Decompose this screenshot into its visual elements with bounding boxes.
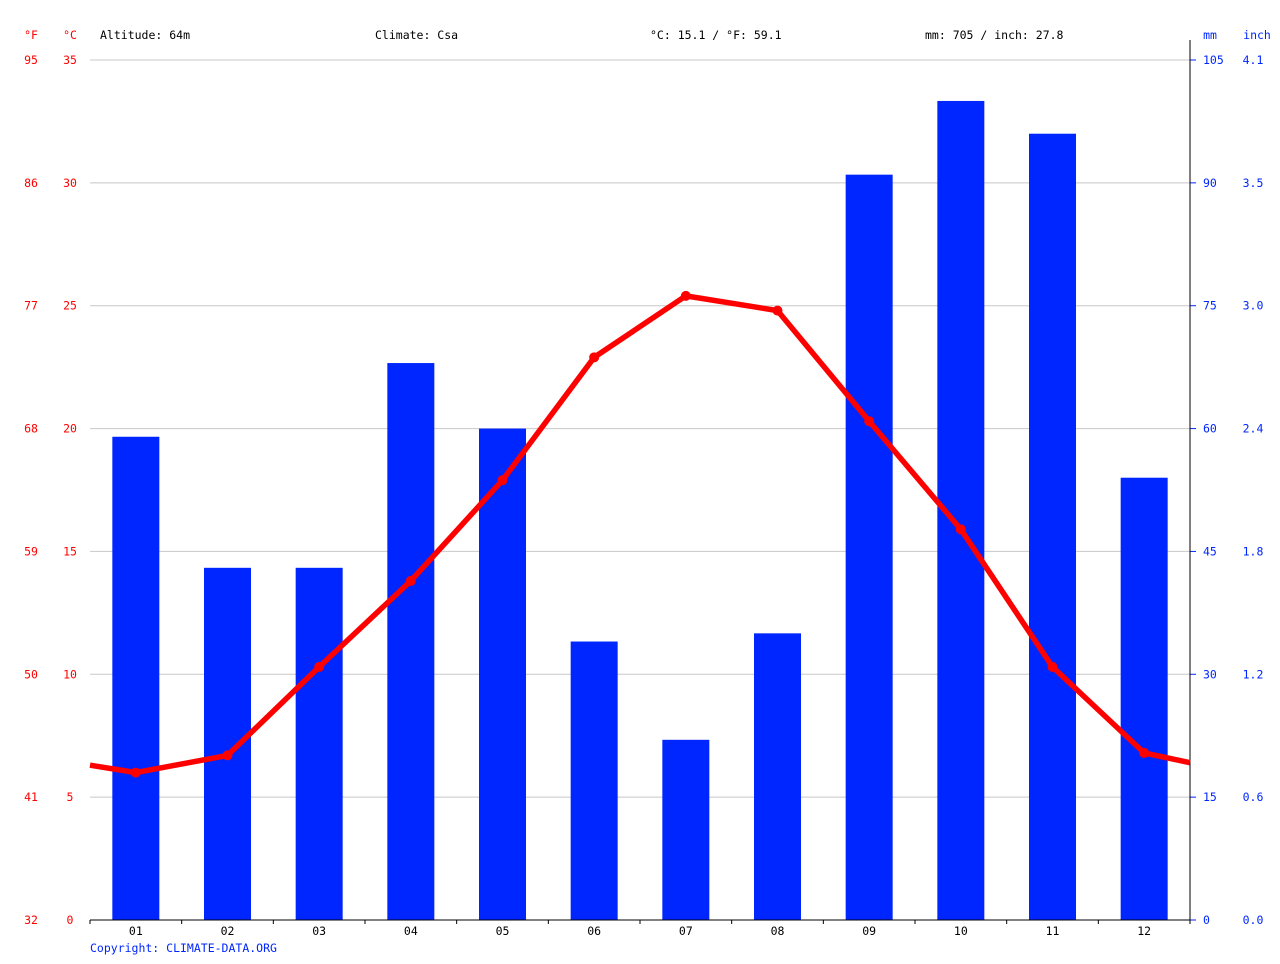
altitude-label: Altitude: 64m	[100, 28, 190, 42]
month-tick-label: 12	[1137, 924, 1151, 938]
inch-tick-label: 0.0	[1243, 913, 1264, 927]
climate-label: Climate: Csa	[375, 28, 458, 42]
grid-lines	[90, 59, 1190, 798]
fahrenheit-tick-label: 41	[24, 790, 38, 804]
celsius-tick-label: 30	[63, 176, 77, 190]
fahrenheit-tick-label: 50	[24, 667, 38, 681]
mm-tick-label: 0	[1203, 913, 1210, 927]
month-tick-label: 04	[404, 924, 418, 938]
inch-tick-label: 4.1	[1243, 53, 1264, 67]
temperature-point	[589, 352, 600, 363]
month-tick-label: 02	[221, 924, 235, 938]
inch-tick-label: 0.6	[1243, 790, 1264, 804]
temperature-average-label: °C: 15.1 / °F: 59.1	[650, 28, 782, 42]
fahrenheit-tick-label: 77	[24, 299, 38, 313]
inch-tick-label: 1.8	[1243, 544, 1264, 558]
mm-tick-label: 75	[1203, 299, 1217, 313]
mm-tick-label: 45	[1203, 544, 1217, 558]
mm-tick-label: 15	[1203, 790, 1217, 804]
precipitation-bar	[295, 567, 343, 920]
temperature-line	[89, 290, 1191, 778]
mm-tick-label: 30	[1203, 667, 1217, 681]
fahrenheit-tick-label: 68	[24, 422, 38, 436]
month-tick-label: 03	[312, 924, 326, 938]
temperature-point	[130, 767, 141, 778]
temperature-point	[1139, 747, 1150, 758]
month-tick-label: 06	[587, 924, 601, 938]
mm-tick-label: 105	[1203, 53, 1224, 67]
inch-tick-label: 1.2	[1243, 667, 1264, 681]
month-tick-label: 08	[771, 924, 785, 938]
precipitation-bar	[112, 436, 160, 920]
precipitation-bar	[570, 641, 618, 920]
temperature-polyline	[89, 293, 1191, 776]
temperature-point	[955, 524, 966, 535]
fahrenheit-unit-label: °F	[24, 28, 38, 42]
precipitation-total-label: mm: 705 / inch: 27.8	[925, 28, 1064, 42]
temperature-point	[864, 416, 875, 427]
mm-unit-label: mm	[1203, 28, 1217, 42]
precipitation-bar	[387, 363, 435, 920]
celsius-tick-label: 15	[63, 544, 77, 558]
month-tick-label: 10	[954, 924, 968, 938]
precipitation-bar	[662, 739, 710, 920]
month-tick-label: 09	[862, 924, 876, 938]
celsius-tick-label: 35	[63, 53, 77, 67]
celsius-tick-label: 10	[63, 667, 77, 681]
month-tick-label: 05	[496, 924, 510, 938]
month-tick-label: 01	[129, 924, 143, 938]
precipitation-bar	[845, 174, 893, 920]
month-tick-label: 11	[1046, 924, 1060, 938]
fahrenheit-tick-label: 86	[24, 176, 38, 190]
precipitation-bar	[479, 428, 526, 920]
inch-unit-label: inch	[1243, 28, 1271, 42]
precipitation-bar	[204, 567, 251, 920]
celsius-tick-label: 20	[63, 422, 77, 436]
tick-labels: 32 0 0 0.0 41 5 15 0.6 50 10 30 1.2 59 15 45 1.8 68 20 60 2…	[24, 53, 1263, 938]
axes	[89, 40, 1196, 924]
temperature-point	[222, 750, 233, 761]
mm-tick-label: 60	[1203, 422, 1217, 436]
temperature-point	[1047, 661, 1058, 672]
fahrenheit-tick-label: 59	[24, 544, 38, 558]
inch-tick-label: 3.5	[1243, 176, 1264, 190]
temperature-point	[680, 290, 691, 301]
temperature-point	[405, 575, 416, 586]
month-tick-label: 07	[679, 924, 693, 938]
fahrenheit-tick-label: 95	[24, 53, 38, 67]
celsius-tick-label: 0	[67, 913, 74, 927]
temperature-point	[314, 661, 325, 672]
temperature-point	[772, 305, 783, 316]
precipitation-bar	[754, 633, 801, 920]
copyright-text[interactable]: Copyright: CLIMATE-DATA.ORG	[90, 941, 277, 955]
celsius-tick-label: 5	[67, 790, 74, 804]
precipitation-bar	[1029, 133, 1076, 920]
inch-tick-label: 2.4	[1243, 422, 1264, 436]
mm-tick-label: 90	[1203, 176, 1217, 190]
fahrenheit-tick-label: 32	[24, 913, 38, 927]
precipitation-bar	[1120, 477, 1168, 920]
celsius-unit-label: °C	[63, 28, 77, 42]
temperature-point	[497, 475, 508, 486]
celsius-tick-label: 25	[63, 299, 77, 313]
inch-tick-label: 3.0	[1243, 299, 1264, 313]
